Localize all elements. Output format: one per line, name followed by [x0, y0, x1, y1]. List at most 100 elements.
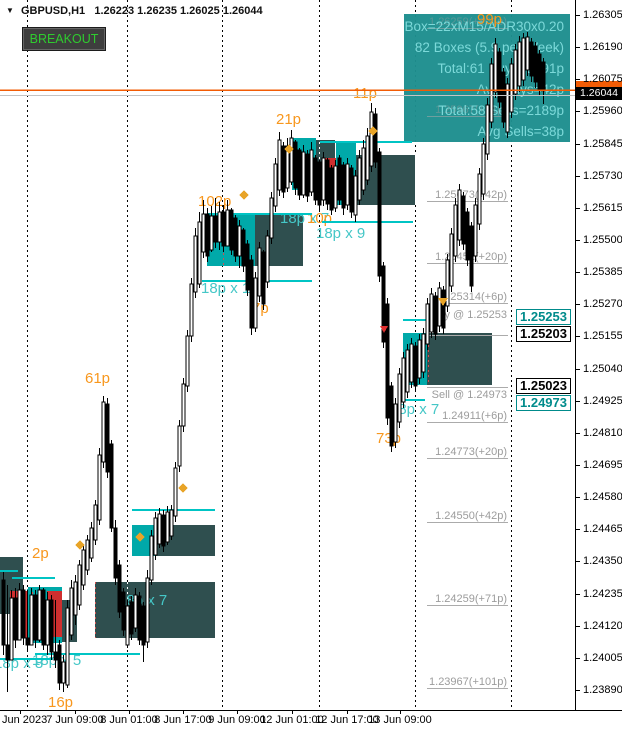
candle-bear — [245, 243, 250, 291]
candle-bear — [329, 167, 334, 211]
candle-bear — [533, 45, 538, 83]
candle-bull — [321, 157, 326, 201]
price-tick-label: 1.24120 — [583, 620, 622, 632]
candle-bull — [365, 135, 370, 181]
price-tick-label: 1.24925 — [583, 395, 622, 407]
candle-bear — [205, 213, 210, 257]
price-tick-label: 1.25960 — [583, 105, 622, 117]
candle-bull — [353, 175, 358, 216]
time-tick-label: 8 Jun 01:00 — [100, 714, 158, 726]
price-tick-label: 1.25385 — [583, 266, 622, 278]
candle-bull — [253, 277, 258, 329]
candle-bull — [481, 143, 486, 195]
entry-diamond-icon — [178, 483, 188, 493]
candle-bear — [161, 514, 166, 547]
price-flag-teal: 1.25253 — [516, 309, 571, 325]
candle-bull — [173, 467, 178, 517]
candle-bull — [401, 357, 406, 403]
candle-bull — [153, 517, 158, 556]
price-tick-label: 1.24695 — [583, 459, 622, 471]
box-size-label: 18p x 13 — [201, 280, 259, 297]
candle-bull — [181, 383, 186, 427]
candle-bear — [53, 651, 58, 661]
candle-bear — [261, 251, 266, 305]
tp-label: 1.24550(+42p) — [435, 510, 507, 522]
candle-bear — [433, 295, 438, 335]
high-value: 1.26235 — [137, 5, 177, 17]
candle-bear — [49, 599, 54, 653]
price-tick-label: 1.24005 — [583, 652, 622, 664]
candle-bull — [445, 259, 450, 307]
candle-bear — [385, 303, 390, 419]
candle-bull — [133, 594, 138, 629]
candle-bear — [341, 164, 346, 209]
candle-bull — [201, 213, 206, 253]
candle-bear — [105, 403, 110, 473]
pip-count-label: 99p — [477, 11, 502, 28]
candle-bull — [437, 287, 442, 327]
open-value: 1.26223 — [94, 5, 135, 17]
price-flag-black: 1.25023 — [516, 378, 571, 394]
candle-bull — [473, 204, 478, 257]
breakout-box-teal — [132, 525, 155, 556]
symbol-ohlc-line: ▼ GBPUSD,H1 1.26223 1.26235 1.26025 1.26… — [6, 5, 263, 17]
candle-bull — [237, 225, 242, 257]
candle-bull — [509, 63, 514, 113]
candle-bull — [357, 157, 362, 201]
candle-bull — [29, 594, 34, 646]
candle-bear — [281, 145, 286, 193]
candle-bear — [305, 153, 310, 197]
candle-bull — [189, 283, 194, 337]
price-tick-label: 1.25730 — [583, 170, 622, 182]
trade-entry-label: Buy @ 1.25253 — [431, 309, 507, 321]
candle-bear — [337, 157, 342, 201]
candle-bull — [257, 247, 262, 297]
candle-bull — [185, 335, 190, 387]
close-value: 1.26044 — [222, 5, 263, 17]
candle-bull — [345, 163, 350, 206]
price-tick-label: 1.25040 — [583, 363, 622, 375]
tp-label: 1.24259(+71p) — [435, 593, 507, 605]
candle-bull — [69, 587, 74, 636]
candle-bull — [149, 535, 154, 581]
candle-bear — [249, 259, 254, 329]
price-tick-label: 1.24350 — [583, 555, 622, 567]
candle-bear — [413, 345, 418, 387]
price-tick-label: 1.23890 — [583, 684, 622, 696]
candle-bear — [129, 601, 134, 635]
candle-bull — [393, 403, 398, 443]
candle-bear — [317, 161, 322, 206]
candle-bull — [65, 607, 70, 686]
candle-bull — [477, 173, 482, 225]
candle-bull — [73, 581, 78, 616]
candle-bear — [57, 644, 62, 684]
candle-bear — [465, 211, 470, 261]
candle-bull — [429, 293, 434, 333]
candle-bear — [469, 225, 474, 287]
breakout-button[interactable]: BREAKOUT — [23, 28, 105, 50]
ask-price-label — [576, 81, 622, 91]
candle-bull — [37, 589, 42, 641]
candle-bear — [221, 211, 226, 247]
candle-bull — [277, 139, 282, 191]
candle-bear — [121, 591, 126, 631]
time-tick-label: 8 Jun 17:00 — [154, 714, 212, 726]
candle-bull — [217, 211, 222, 243]
pip-count-label: 16p — [48, 694, 73, 711]
candle-bear — [377, 151, 382, 277]
pip-count-label: 11p — [353, 85, 377, 102]
chevron-down-icon: ▼ — [6, 6, 14, 15]
box-size-label: 18p x 9 — [316, 225, 365, 242]
candle-bull — [77, 564, 82, 606]
candle-bear — [441, 289, 446, 329]
candle-bull — [61, 661, 66, 684]
tp-label: 1.24773(+20p) — [435, 446, 507, 458]
candle-bull — [417, 339, 422, 379]
candle-bull — [517, 41, 522, 87]
candle-bull — [269, 197, 274, 239]
candle-bull — [225, 209, 230, 247]
tp-label: 1.25314(+6p) — [441, 291, 507, 303]
candle-bull — [169, 509, 174, 537]
